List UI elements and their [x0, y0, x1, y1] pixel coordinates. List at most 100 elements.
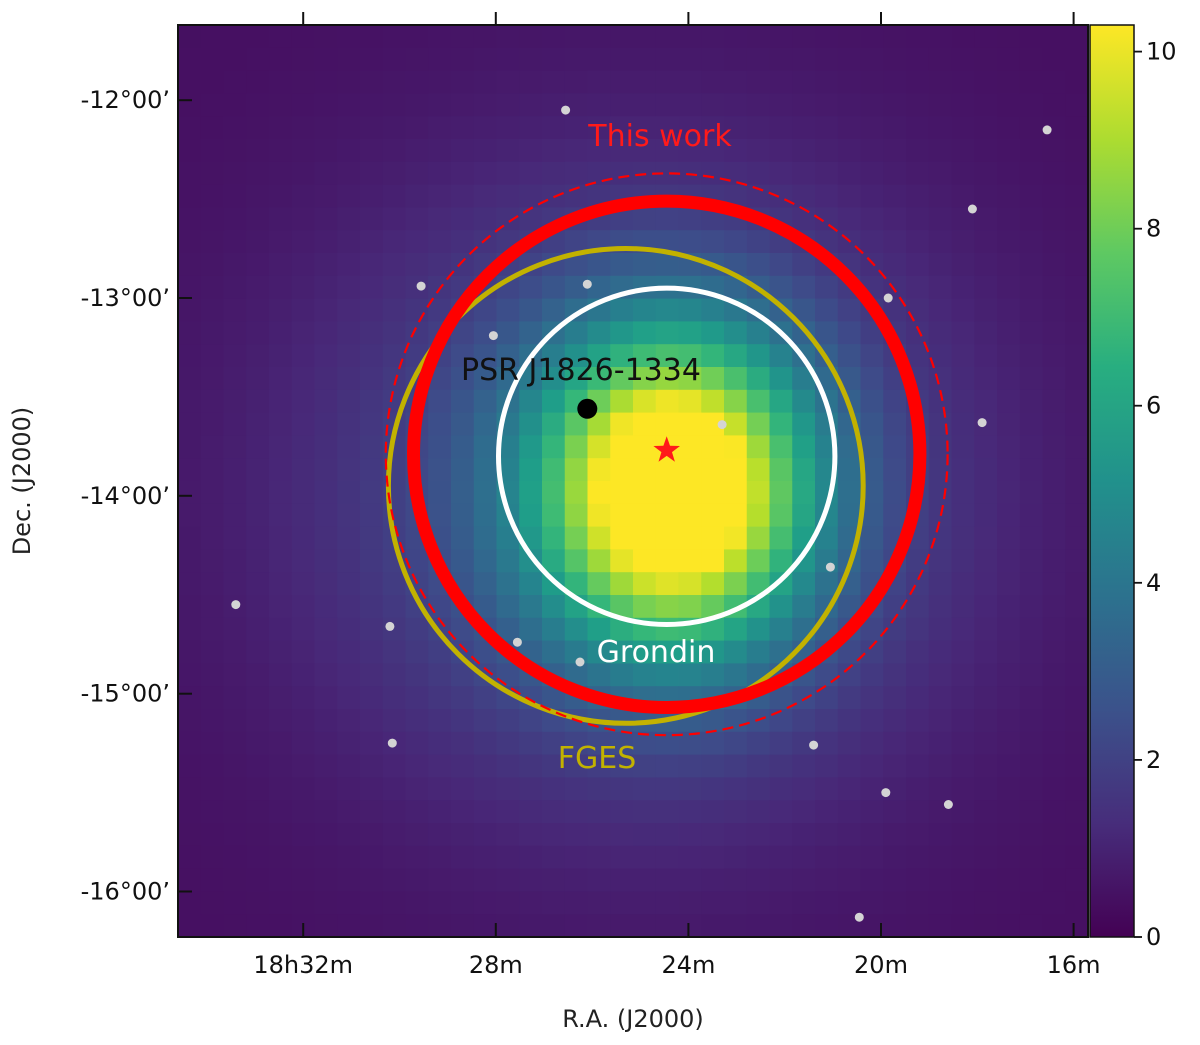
- heatmap-cell: [883, 823, 907, 847]
- catalog-source-point: [488, 331, 498, 341]
- heatmap-cell: [428, 640, 452, 664]
- heatmap-cell: [701, 800, 725, 824]
- heatmap-cell: [473, 207, 498, 231]
- catalog-source-point: [883, 293, 893, 303]
- heatmap-cell: [678, 526, 702, 550]
- heatmap-cell: [860, 161, 884, 186]
- circle-this-work-uncertainty-outer: [384, 172, 949, 737]
- heatmap-cell: [1042, 731, 1066, 756]
- heatmap-cell: [178, 25, 202, 49]
- heatmap-cell: [997, 595, 1021, 619]
- heatmap-cell: [883, 253, 907, 277]
- heatmap-cell: [519, 184, 543, 208]
- heatmap-cell: [291, 526, 316, 550]
- heatmap-cell: [1065, 184, 1088, 208]
- heatmap-cell: [246, 367, 270, 391]
- heatmap-cell: [883, 275, 907, 300]
- heatmap-cell: [223, 549, 247, 573]
- heatmap-cell: [974, 572, 998, 596]
- heatmap-cell: [951, 184, 975, 208]
- heatmap-cell: [291, 709, 316, 733]
- heatmap-cell: [519, 93, 543, 117]
- plot-frame: [177, 24, 1089, 938]
- heatmap-cell: [746, 412, 771, 436]
- heatmap-cell: [496, 25, 520, 49]
- heatmap-cell: [405, 663, 429, 687]
- heatmap-cell: [223, 139, 247, 163]
- heatmap-cell: [1042, 275, 1066, 300]
- heatmap-cell: [1065, 298, 1088, 322]
- heatmap-cell: [246, 298, 270, 322]
- heatmap-cell: [564, 731, 589, 756]
- heatmap-cell: [337, 253, 361, 277]
- heatmap-cell: [405, 914, 429, 937]
- heatmap-cell: [951, 777, 975, 801]
- heatmap-cell: [837, 800, 862, 824]
- heatmap-cell: [724, 845, 748, 870]
- heatmap-cell: [951, 891, 975, 915]
- heatmap-cell: [837, 891, 862, 915]
- heatmap-cell: [928, 47, 953, 72]
- heatmap-cell: [587, 47, 611, 72]
- heatmap-cell: [769, 184, 793, 208]
- heatmap-cell: [633, 116, 657, 140]
- heatmap-cell: [451, 914, 475, 937]
- heatmap-cell: [1042, 709, 1066, 733]
- heatmap-cell: [360, 184, 384, 208]
- heatmap-cell: [678, 25, 702, 49]
- heatmap-cell: [473, 709, 498, 733]
- heatmap-cell: [314, 70, 338, 94]
- heatmap-cell: [883, 412, 907, 436]
- heatmap-cell: [746, 845, 771, 870]
- heatmap-cell: [678, 389, 702, 414]
- heatmap-cell: [291, 572, 316, 596]
- heatmap-cell: [246, 526, 270, 550]
- heatmap-cell: [633, 389, 657, 414]
- heatmap-cell: [951, 435, 975, 459]
- x-tick-label: 28m: [469, 951, 523, 979]
- heatmap-cell: [542, 914, 566, 937]
- heatmap-cell: [724, 116, 748, 140]
- heatmap-cell: [769, 139, 793, 163]
- heatmap-cell: [701, 503, 725, 528]
- heatmap-cell: [360, 709, 384, 733]
- heatmap-cell: [701, 549, 725, 573]
- heatmap-cell: [610, 572, 634, 596]
- heatmap-cell: [792, 481, 816, 505]
- heatmap-cell: [428, 800, 452, 824]
- heatmap-cell: [360, 891, 384, 915]
- heatmap-cell: [519, 868, 543, 892]
- heatmap-cell: [473, 458, 498, 482]
- axis-ticks: 18h32m 28m 24m 20m 16m -12°00’ -13°00’ -14°00’ -…: [81, 12, 1101, 979]
- heatmap-cell: [451, 663, 475, 687]
- heatmap-cell: [428, 70, 452, 94]
- heatmap-cell: [769, 161, 793, 186]
- heatmap-cell: [337, 116, 361, 140]
- heatmap-cell: [1042, 161, 1066, 186]
- heatmap-cell: [951, 868, 975, 892]
- heatmap-cell: [223, 184, 247, 208]
- heatmap-cell: [542, 481, 566, 505]
- heatmap-cell: [291, 139, 316, 163]
- heatmap-cell: [382, 207, 407, 231]
- heatmap-cell: [1065, 139, 1088, 163]
- heatmap-cell: [1065, 709, 1088, 733]
- heatmap-cell: [678, 435, 702, 459]
- heatmap-cell: [1019, 868, 1044, 892]
- heatmap-cell: [382, 800, 407, 824]
- heatmap-cell: [860, 731, 884, 756]
- heatmap-cell: [997, 275, 1021, 300]
- label-fges: FGES: [558, 741, 637, 776]
- heatmap-cell: [291, 389, 316, 414]
- heatmap-cell: [815, 321, 839, 345]
- heatmap-cell: [382, 139, 407, 163]
- heatmap-cell: [746, 367, 771, 391]
- heatmap-cell: [587, 367, 611, 391]
- heatmap-cell: [223, 321, 247, 345]
- heatmap-cell: [906, 549, 930, 573]
- heatmap-cell: [291, 595, 316, 619]
- heatmap-cell: [451, 686, 475, 710]
- catalog-source-point: [825, 562, 835, 572]
- heatmap-cell: [746, 549, 771, 573]
- heatmap-cell: [564, 754, 589, 778]
